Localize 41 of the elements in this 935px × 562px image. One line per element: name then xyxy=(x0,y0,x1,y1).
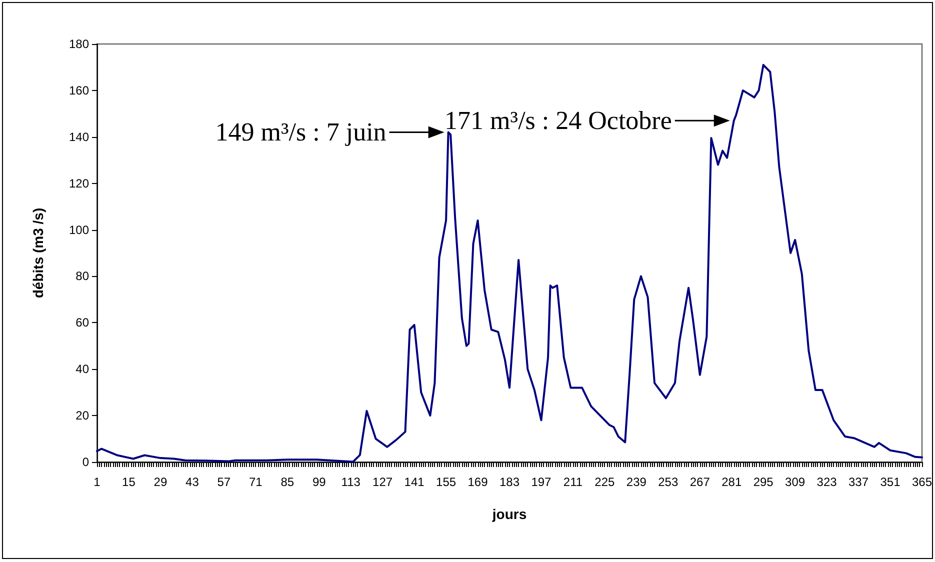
y-tick-label: 80 xyxy=(76,269,90,284)
x-tick-label: 351 xyxy=(880,475,901,489)
y-tick-label: 60 xyxy=(76,316,90,330)
y-tick-label: 120 xyxy=(68,176,90,190)
x-tick-label: 43 xyxy=(186,475,200,489)
y-tick-label: 20 xyxy=(76,408,90,423)
y-tick-label: 100 xyxy=(68,222,90,237)
annotation: 149 m³/s : 7 juin xyxy=(215,118,386,147)
x-tick-label: 113 xyxy=(341,475,361,489)
x-tick-label: 15 xyxy=(122,475,136,489)
x-tick-label: 225 xyxy=(594,475,616,489)
x-tick-label: 29 xyxy=(154,475,168,489)
x-tick-label: 365 xyxy=(912,475,932,489)
x-tick-label: 155 xyxy=(436,475,456,489)
x-tick-label: 57 xyxy=(217,475,231,489)
y-tick-label: 0 xyxy=(82,455,90,469)
x-axis-title: jours xyxy=(491,506,527,522)
y-axis-title: débits (m3 /s) xyxy=(30,208,46,298)
x-tick-label: 267 xyxy=(690,475,710,489)
y-tick-label: 180 xyxy=(68,37,90,51)
x-tick-label: 169 xyxy=(468,475,488,489)
x-tick-label: 309 xyxy=(785,475,806,489)
x-tick-label: 85 xyxy=(280,475,294,489)
annotation: 171 m³/s : 24 Octobre xyxy=(444,106,672,136)
x-tick-label: 239 xyxy=(626,475,647,489)
x-tick-label: 99 xyxy=(312,475,326,489)
x-tick-label: 141 xyxy=(404,475,425,489)
x-tick-label: 71 xyxy=(248,475,263,489)
x-tick-label: 253 xyxy=(658,475,678,489)
x-tick-label: 211 xyxy=(563,475,583,489)
x-tick-label: 1 xyxy=(94,475,101,489)
x-tick-label: 197 xyxy=(531,475,552,489)
y-tick-label: 160 xyxy=(68,83,90,98)
x-tick-label: 127 xyxy=(372,475,393,489)
x-tick-label: 337 xyxy=(848,475,869,489)
x-tick-label: 183 xyxy=(499,475,520,489)
x-tick-label: 281 xyxy=(722,475,742,489)
y-tick-label: 140 xyxy=(68,130,90,144)
x-tick-label: 323 xyxy=(816,475,838,489)
y-tick-label: 40 xyxy=(76,362,90,376)
x-tick-label: 295 xyxy=(753,475,774,489)
